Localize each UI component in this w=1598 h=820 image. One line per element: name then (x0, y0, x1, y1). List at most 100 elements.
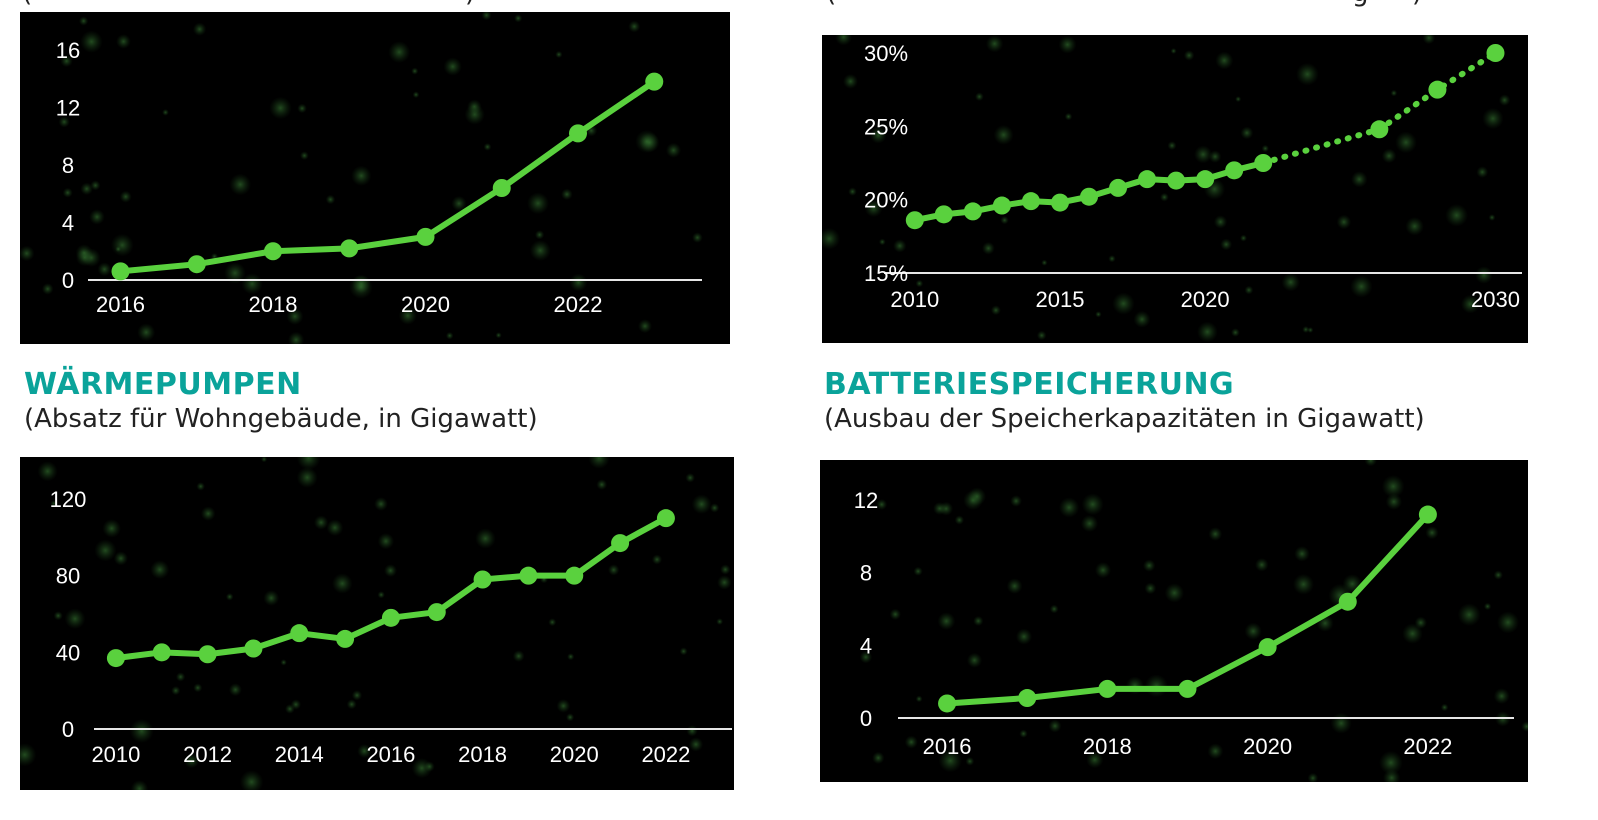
y-tick-label: 0 (860, 706, 872, 731)
y-tick-label: 40 (56, 640, 80, 665)
data-point (565, 566, 584, 585)
projection-point (1428, 80, 1447, 99)
data-point (1178, 679, 1197, 698)
section-title-waermepumpen: WÄRMEPUMPEN (24, 367, 302, 402)
x-tick-label: 2020 (550, 742, 599, 767)
x-tick-label: 2018 (249, 292, 298, 317)
background-speckles (20, 457, 732, 790)
series-line (117, 78, 658, 275)
data-point (963, 202, 982, 221)
x-tick-label: 2010 (890, 287, 939, 312)
data-point (992, 196, 1011, 215)
data-point (244, 639, 263, 658)
y-tick-label: 20% (864, 188, 908, 213)
data-point (1050, 193, 1069, 212)
data-point (492, 179, 511, 197)
top-left-partial-close: ) (465, 0, 475, 12)
heading-waermepumpen: WÄRMEPUMPEN (Absatz für Wohngebäude, in … (24, 368, 538, 436)
data-point (938, 694, 957, 713)
section-title-batteriespeicherung: BATTERIESPEICHERUNG (824, 367, 1235, 402)
x-tick-label: 2018 (1083, 734, 1132, 759)
top-right-partial-open: ( (826, 0, 836, 12)
x-tick-label: 2014 (275, 742, 324, 767)
data-point (336, 629, 355, 648)
data-point (1138, 170, 1157, 189)
data-point (264, 242, 282, 261)
x-tick-label: 2016 (96, 292, 145, 317)
data-point (1225, 161, 1244, 180)
data-point (111, 262, 130, 281)
x-tick-label: 2020 (401, 292, 450, 317)
data-point (519, 566, 538, 585)
x-tick-label: 2022 (641, 742, 690, 767)
x-tick-label: 2022 (1403, 734, 1452, 759)
section-subtitle-batteriespeicherung: (Ausbau der Speicherkapazitäten in Gigaw… (824, 404, 1425, 434)
x-tick-label: 2015 (1035, 287, 1084, 312)
data-point (473, 570, 492, 589)
data-point (427, 603, 446, 622)
top-left-partial-open: ( (22, 0, 32, 12)
chart-panel-bottom-left: 0 40 80 120 2010 2012 2014 2016 2018 2020 2022 (20, 457, 734, 790)
y-tick-label: 25% (864, 114, 908, 139)
y-tick-label: 0 (62, 717, 74, 742)
line-chart-top-left: 0 4 8 12 16 2016 2018 2020 2022 (20, 12, 730, 344)
y-tick-label: 30% (864, 41, 908, 66)
y-tick-label: 0 (62, 268, 74, 293)
chart-background (20, 12, 730, 344)
x-tick-label: 2016 (366, 742, 415, 767)
y-tick-label: 120 (50, 487, 87, 512)
data-point (934, 205, 953, 224)
section-subtitle-waermepumpen: (Absatz für Wohngebäude, in Gigawatt) (24, 404, 538, 434)
data-point (656, 509, 675, 528)
data-point (1254, 154, 1273, 172)
x-tick-label: 2016 (923, 734, 972, 759)
y-tick-label: 4 (62, 211, 74, 236)
line-chart-bottom-left: 0 40 80 120 2010 2012 2014 2016 2018 2020 2022 (20, 457, 734, 790)
data-point (1080, 187, 1099, 206)
data-point (1196, 170, 1215, 189)
chart-panel-bottom-right: 0 4 8 12 2016 2018 2020 2022 (820, 460, 1528, 782)
top-right-partial-fragment: g (1352, 0, 1369, 12)
data-point (1021, 192, 1040, 211)
projection-line (1260, 50, 1499, 166)
chart-panel-top-left: 0 4 8 12 16 2016 2018 2020 2022 (20, 12, 730, 344)
x-tick-label: 2012 (183, 742, 232, 767)
x-tick-label: 2018 (458, 742, 507, 767)
background-speckles (822, 35, 1511, 343)
data-point (290, 624, 309, 643)
x-tick-label: 2020 (1181, 287, 1230, 312)
y-tick-label: 8 (860, 561, 872, 586)
data-point (1098, 679, 1117, 698)
y-tick-label: 8 (62, 153, 74, 178)
y-tick-label: 15% (864, 261, 908, 286)
data-point (1258, 638, 1277, 657)
data-point (152, 643, 171, 662)
x-tick-label: 2022 (554, 292, 603, 317)
data-point (1167, 171, 1186, 190)
projection-point (1486, 44, 1505, 62)
data-point (1109, 178, 1128, 197)
data-point (198, 645, 217, 664)
top-right-partial-close: ) (1412, 0, 1422, 12)
line-chart-top-right: 15% 20% 25% 30% 2010 2015 2020 2030 (822, 35, 1528, 343)
data-point (381, 608, 400, 627)
x-tick-label: 2020 (1243, 734, 1292, 759)
x-tick-label: 2030 (1471, 287, 1520, 312)
x-tick-label: 2010 (91, 742, 140, 767)
y-tick-label: 16 (56, 38, 80, 63)
data-point (106, 649, 125, 668)
projection-point (1370, 120, 1389, 139)
y-tick-label: 80 (56, 564, 80, 589)
data-point (645, 72, 664, 91)
y-tick-label: 4 (860, 633, 872, 658)
y-tick-label: 12 (56, 96, 80, 121)
line-chart-bottom-right: 0 4 8 12 2016 2018 2020 2022 (820, 460, 1528, 782)
data-point (340, 239, 359, 258)
background-speckles (20, 12, 703, 344)
data-point (1018, 689, 1037, 708)
data-point (187, 255, 206, 274)
data-point (905, 211, 924, 230)
data-point (1418, 505, 1437, 524)
chart-panel-top-right: 15% 20% 25% 30% 2010 2015 2020 2030 (822, 35, 1528, 343)
data-point (569, 124, 587, 143)
